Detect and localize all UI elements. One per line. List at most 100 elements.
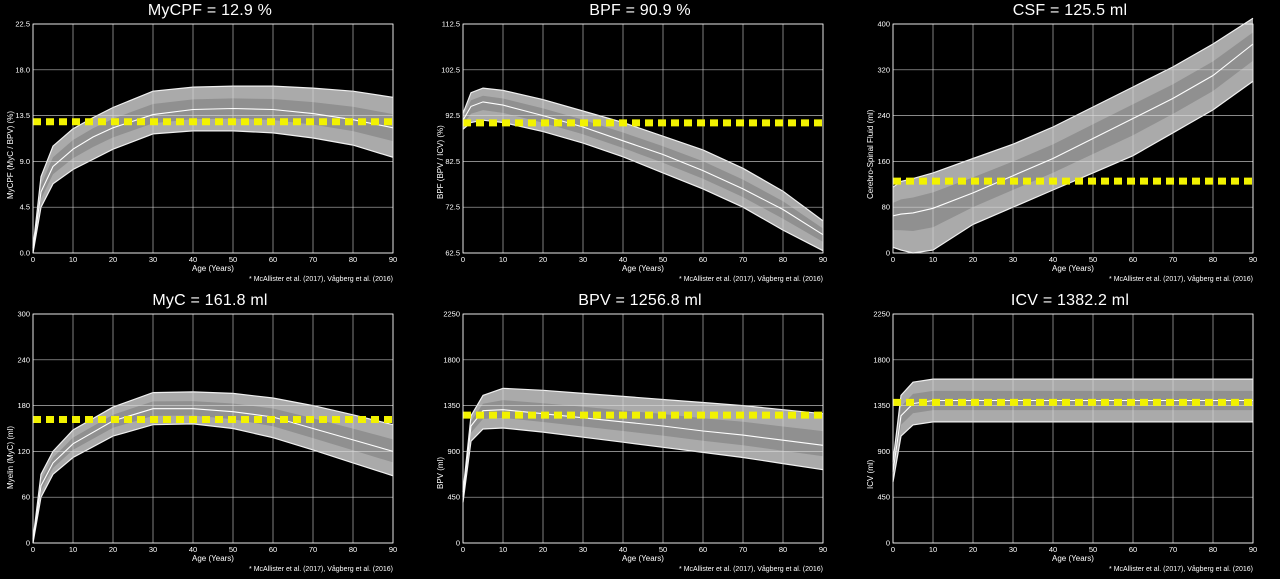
y-tick-label: 1350 <box>873 401 890 410</box>
x-tick-label: 80 <box>349 545 357 554</box>
x-tick-label: 0 <box>461 255 465 264</box>
x-tick-label: 60 <box>699 545 707 554</box>
citation-note: * McAllister et al. (2017), Vågberg et a… <box>679 566 823 573</box>
x-tick-label: 0 <box>31 545 35 554</box>
citation-note: * McAllister et al. (2017), Vågberg et a… <box>1109 276 1253 283</box>
median-curve <box>462 101 824 236</box>
x-tick-label: 60 <box>699 255 707 264</box>
chart-title: BPV = 1256.8 ml <box>578 292 702 309</box>
x-tick-label: 90 <box>389 255 397 264</box>
y-axis-label: Cerebro-Spinal Fluid (ml) <box>866 109 875 199</box>
chart-title: ICV = 1382.2 ml <box>1010 292 1130 309</box>
x-tick-label: 50 <box>229 255 237 264</box>
y-tick-label: 102.5 <box>441 65 460 74</box>
x-tick-label: 60 <box>269 255 277 264</box>
x-axis-label: Age (Years) <box>192 554 234 563</box>
band-upper-edge <box>462 387 824 493</box>
x-tick-label: 50 <box>1089 255 1097 264</box>
y-tick-label: 2250 <box>873 310 890 319</box>
plot-border <box>32 23 394 254</box>
y-tick-label: 60 <box>22 493 30 502</box>
x-tick-label: 80 <box>779 545 787 554</box>
y-tick-label: 9.0 <box>20 157 30 166</box>
plot-border <box>462 23 824 254</box>
y-tick-label: 0 <box>886 539 890 548</box>
x-axis-label: Age (Years) <box>1052 554 1094 563</box>
y-tick-label: 180 <box>17 401 30 410</box>
x-tick-label: 40 <box>189 545 197 554</box>
x-tick-label: 80 <box>349 255 357 264</box>
x-tick-label: 20 <box>109 255 117 264</box>
x-tick-label: 90 <box>819 255 827 264</box>
band-lower-edge <box>462 427 824 503</box>
y-axis-label: BPV (ml) <box>436 456 445 489</box>
y-axis-label: Myelin (MyC) (ml) <box>6 425 15 489</box>
x-tick-label: 0 <box>891 545 895 554</box>
x-tick-label: 60 <box>269 545 277 554</box>
y-axis-label: MyCPF (MyC / BPV) (%) <box>6 110 15 199</box>
chart-panel: MyCPF = 12.9 % 0 10 20 30 40 50 60 70 80 90 0.0 4.5 9… <box>0 0 420 284</box>
x-tick-label: 10 <box>929 545 937 554</box>
x-tick-label: 10 <box>69 255 77 264</box>
x-tick-label: 70 <box>739 545 747 554</box>
citation-note: * McAllister et al. (2017), Vågberg et a… <box>1109 566 1253 573</box>
band-upper-edge <box>462 87 824 222</box>
x-tick-label: 70 <box>1169 255 1177 264</box>
y-tick-label: 92.5 <box>445 111 460 120</box>
x-tick-label: 10 <box>929 255 937 264</box>
y-tick-label: 240 <box>17 355 30 364</box>
y-tick-label: 1800 <box>443 355 460 364</box>
x-tick-label: 70 <box>739 255 747 264</box>
x-tick-label: 80 <box>779 255 787 264</box>
y-tick-label: 900 <box>877 447 890 456</box>
y-tick-label: 300 <box>17 310 30 319</box>
x-tick-label: 0 <box>461 545 465 554</box>
x-axis-label: Age (Years) <box>1052 264 1094 273</box>
y-tick-label: 62.5 <box>445 249 460 258</box>
x-axis-label: Age (Years) <box>622 264 664 273</box>
citation-note: * McAllister et al. (2017), Vågberg et a… <box>249 566 393 573</box>
band-core <box>463 95 823 242</box>
x-tick-label: 40 <box>619 545 627 554</box>
x-tick-label: 10 <box>499 255 507 264</box>
y-tick-label: 0 <box>886 249 890 258</box>
chart-panel: BPV = 1256.8 ml 0 10 20 30 40 50 60 70 80 90 0 450 90… <box>430 290 850 574</box>
x-tick-label: 20 <box>109 545 117 554</box>
x-tick-label: 20 <box>539 545 547 554</box>
x-tick-label: 70 <box>309 255 317 264</box>
x-tick-label: 90 <box>389 545 397 554</box>
x-tick-label: 10 <box>499 545 507 554</box>
median-curve <box>32 107 394 252</box>
citation-note: * McAllister et al. (2017), Vågberg et a… <box>679 276 823 283</box>
x-tick-label: 50 <box>1089 545 1097 554</box>
band-core <box>893 390 1253 477</box>
plot-area <box>893 314 1253 543</box>
x-tick-label: 70 <box>309 545 317 554</box>
plot-svg: 0 10 20 30 40 50 60 70 80 90 0 60 120 180 240 300 <box>17 310 397 555</box>
chart-panel: CSF = 125.5 ml 0 10 20 30 40 50 60 70 80 90 0 80 160 2… <box>860 0 1280 284</box>
y-tick-label: 0.0 <box>20 249 30 258</box>
plot-svg: 0 10 20 30 40 50 60 70 80 90 0 80 160 240 320 400 <box>877 17 1257 264</box>
chart-title: CSF = 125.5 ml <box>1012 2 1128 19</box>
plot-border <box>892 23 1254 254</box>
x-tick-label: 60 <box>1129 255 1137 264</box>
y-tick-label: 2250 <box>443 310 460 319</box>
x-tick-label: 50 <box>659 255 667 264</box>
plot-border <box>892 313 1254 544</box>
plot-svg: 0 10 20 30 40 50 60 70 80 90 0.0 4.5 9.0 13.5 18.0 22.5 <box>15 20 397 265</box>
x-axis-label: Age (Years) <box>192 264 234 273</box>
x-tick-label: 40 <box>619 255 627 264</box>
band-core <box>33 98 393 252</box>
y-axis-label: BPF (BPV / ICV) (%) <box>436 124 445 199</box>
y-tick-label: 72.5 <box>445 203 460 212</box>
chart-panel: BPF = 90.9 % 0 10 20 30 40 50 60 70 80 90 62.5 72.5 8… <box>430 0 850 284</box>
band-upper-edge <box>892 378 1253 462</box>
x-tick-label: 90 <box>1249 545 1257 554</box>
band-upper-edge <box>32 391 394 540</box>
y-tick-label: 13.5 <box>15 111 30 120</box>
x-tick-label: 80 <box>1209 255 1217 264</box>
x-tick-label: 40 <box>1049 255 1057 264</box>
y-tick-label: 18.0 <box>15 65 30 74</box>
